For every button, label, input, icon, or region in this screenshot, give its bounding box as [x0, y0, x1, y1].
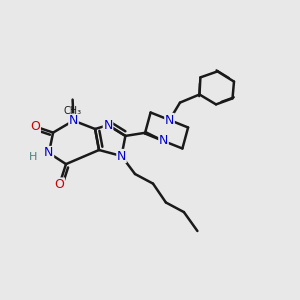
Text: N: N [159, 134, 168, 148]
Text: N: N [44, 146, 54, 160]
Text: N: N [69, 114, 78, 127]
Text: CH₃: CH₃ [64, 106, 82, 116]
Text: N: N [103, 118, 113, 132]
Text: N: N [117, 149, 126, 163]
Text: H: H [29, 152, 38, 162]
Text: N: N [165, 113, 174, 127]
Text: O: O [55, 178, 64, 191]
Text: O: O [31, 120, 40, 133]
